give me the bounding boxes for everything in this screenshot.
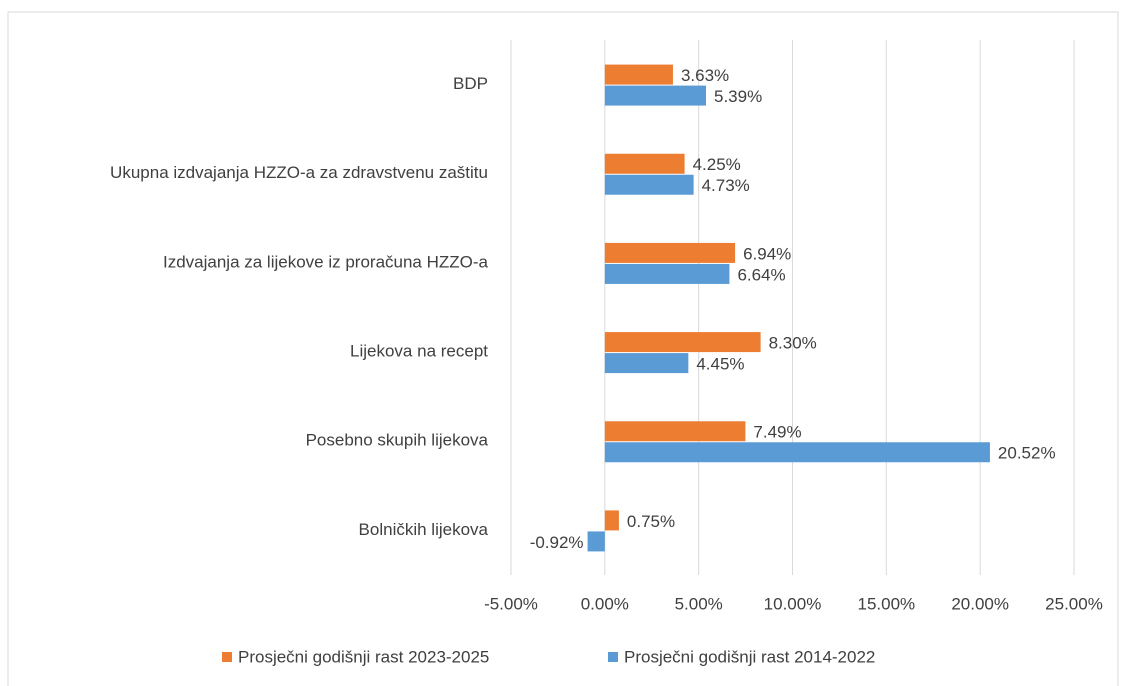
y-tick-label: Bolničkih lijekova	[359, 520, 489, 539]
bar	[604, 332, 761, 353]
data-label: 5.39%	[714, 87, 762, 106]
x-tick-label: -5.00%	[484, 594, 538, 613]
data-label: 20.52%	[998, 444, 1056, 463]
data-label: -0.92%	[530, 533, 584, 552]
data-label: 0.75%	[627, 512, 675, 531]
bar	[604, 442, 990, 463]
bar	[604, 353, 689, 374]
x-tick-label: 0.00%	[581, 594, 629, 613]
x-tick-label: 20.00%	[951, 594, 1009, 613]
bar	[604, 85, 706, 106]
bar	[604, 421, 746, 442]
bar	[604, 174, 694, 195]
bar	[604, 510, 619, 531]
bar	[604, 64, 673, 85]
bar	[604, 263, 730, 284]
data-label: 4.25%	[693, 155, 741, 174]
data-label: 7.49%	[753, 423, 801, 442]
y-tick-label: BDP	[453, 74, 488, 93]
x-tick-label: 15.00%	[857, 594, 915, 613]
data-label: 4.45%	[696, 355, 744, 374]
bar	[604, 242, 736, 263]
data-label: 4.73%	[702, 176, 750, 195]
x-tick-label: 25.00%	[1045, 594, 1103, 613]
x-tick-label: 10.00%	[764, 594, 822, 613]
y-tick-label: Ukupna izdvajanja HZZO-a za zdravstvenu …	[110, 163, 488, 182]
bar	[604, 153, 685, 174]
legend-swatch	[608, 652, 618, 662]
data-label: 8.30%	[769, 334, 817, 353]
data-label: 6.64%	[737, 265, 785, 284]
legend-label: Prosječni godišnji rast 2023-2025	[238, 647, 489, 666]
y-tick-label: Posebno skupih lijekova	[306, 431, 489, 450]
x-tick-label: 5.00%	[675, 594, 723, 613]
data-label: 3.63%	[681, 66, 729, 85]
chart-border	[7, 11, 1119, 686]
legend-label: Prosječni godišnji rast 2014-2022	[624, 647, 875, 666]
legend-swatch	[222, 652, 232, 662]
data-label: 6.94%	[743, 244, 791, 263]
bar	[587, 531, 605, 552]
y-tick-label: Lijekova na recept	[350, 342, 488, 361]
y-tick-label: Izdvajanja za lijekove iz proračuna HZZO…	[163, 252, 489, 271]
